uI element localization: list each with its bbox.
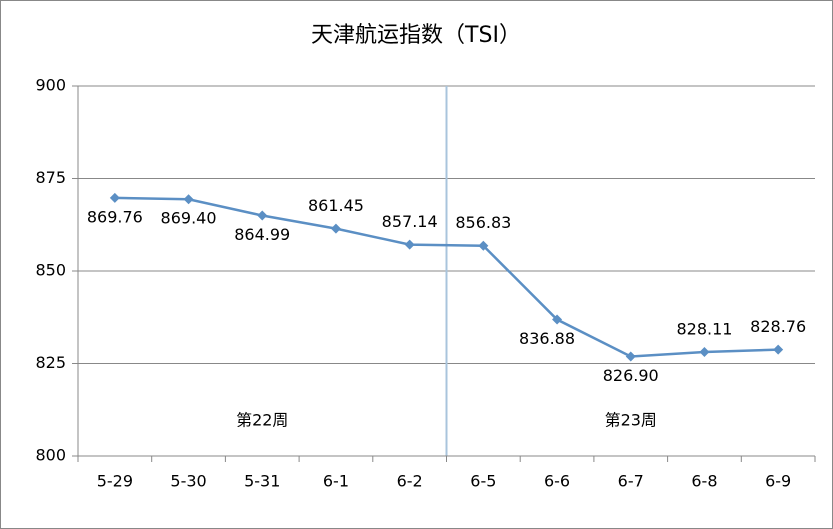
x-tick-label: 6-9 — [765, 472, 791, 491]
marker — [625, 351, 636, 362]
data-label: 864.99 — [234, 225, 290, 244]
marker — [478, 240, 489, 251]
x-tick-label: 6-5 — [470, 472, 496, 491]
line — [114, 196, 779, 358]
y-tick-label: 800 — [35, 446, 66, 465]
data-label: 856.83 — [455, 213, 511, 232]
x-tick-label: 6-7 — [618, 472, 644, 491]
x-tick-label: 5-29 — [97, 472, 133, 491]
data-label: 869.76 — [87, 207, 143, 226]
y-tick-label: 825 — [35, 353, 66, 372]
x-tick-label: 5-30 — [170, 472, 206, 491]
data-label: 836.88 — [519, 329, 575, 348]
x-tick-label: 6-6 — [544, 472, 570, 491]
x-tick-label: 6-8 — [691, 472, 717, 491]
annotation: 第23周 — [605, 411, 657, 430]
marker — [552, 314, 563, 325]
x-tick-label: 6-1 — [323, 472, 349, 491]
data-label: 869.40 — [161, 209, 217, 228]
marker — [699, 346, 710, 357]
data-label: 828.76 — [750, 317, 806, 336]
data-label: 828.11 — [676, 319, 732, 338]
annotation: 第22周 — [236, 411, 288, 430]
data-label: 826.90 — [603, 366, 659, 385]
y-tick-label: 850 — [35, 261, 66, 280]
marker — [404, 239, 415, 250]
y-tick-label: 900 — [35, 76, 66, 95]
x-tick-label: 6-2 — [397, 472, 423, 491]
marker — [773, 344, 784, 355]
marker — [183, 194, 194, 205]
marker — [109, 192, 120, 203]
y-tick-label: 875 — [35, 168, 66, 187]
marker — [330, 223, 341, 234]
x-tick-label: 5-31 — [244, 472, 280, 491]
marker — [257, 210, 268, 221]
data-label: 861.45 — [308, 196, 364, 215]
data-label: 857.14 — [382, 212, 438, 231]
chart-title: 天津航运指数（TSI） — [311, 23, 521, 48]
